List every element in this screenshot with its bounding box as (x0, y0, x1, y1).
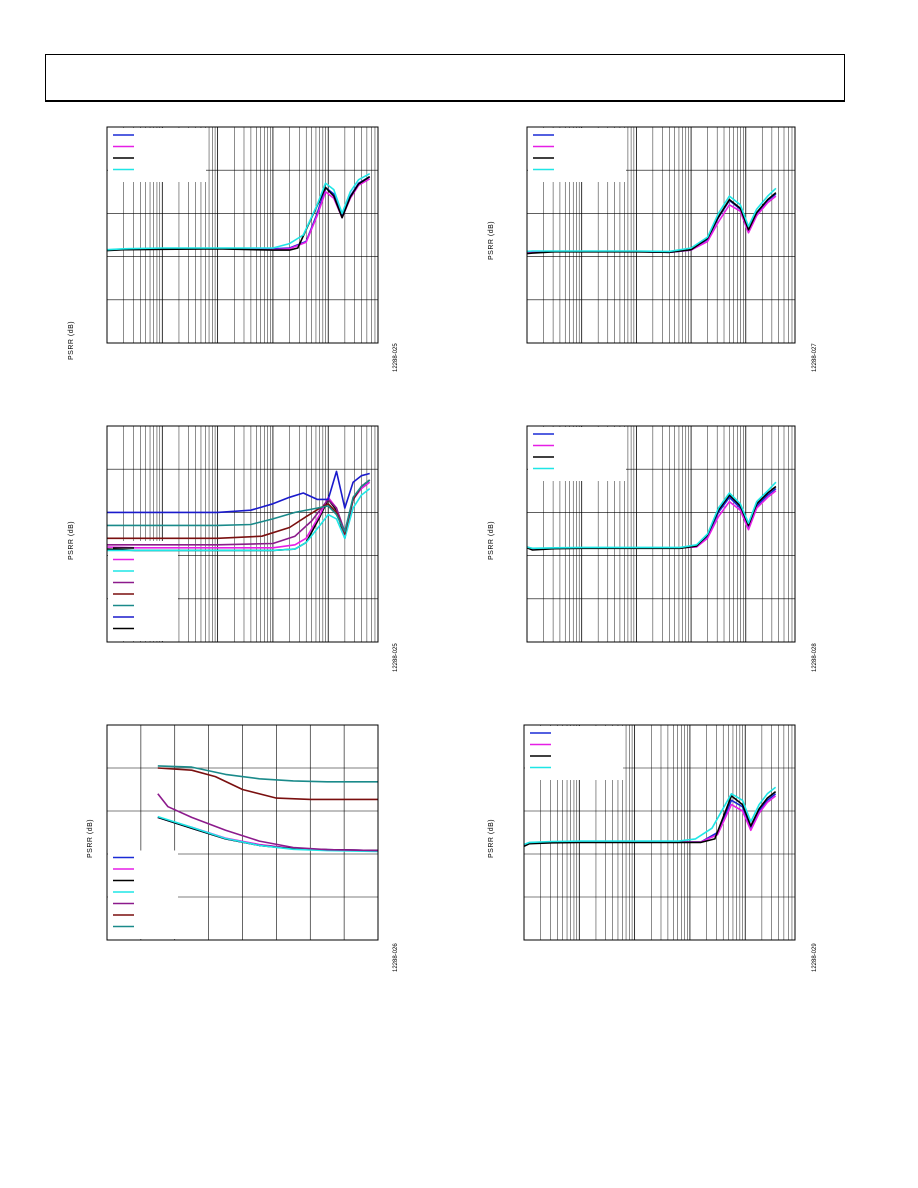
series-line-darkred (157, 767, 378, 801)
figure-id: 12288-025 (393, 343, 399, 372)
legend-box (108, 541, 178, 641)
plot-frame (526, 126, 796, 344)
chart-panel-bottom-right: PSRR (dB) 12288-029 (480, 720, 820, 980)
series-line-black (526, 485, 777, 551)
psrr-chart-3: PSRR (dB) 12288-025 (68, 425, 399, 672)
plot-area (106, 126, 379, 344)
series-line-cyan (526, 481, 777, 550)
plot-frame (526, 425, 796, 643)
chart-panel-middle-right: PSRR (dB) 12288-028 (480, 420, 820, 680)
legend-box (525, 726, 623, 780)
figure-id: 12288-028 (812, 643, 818, 672)
plot-area (106, 724, 379, 941)
figure-id: 12288-027 (812, 343, 818, 372)
figure-id: 12288-026 (393, 943, 399, 972)
legend-box (108, 128, 206, 182)
figure-id: 12288-029 (812, 943, 818, 972)
series-line-black (526, 192, 777, 255)
y-axis-label: PSRR (dB) (68, 321, 75, 360)
series-line-purple (157, 793, 379, 852)
plot-frame (106, 126, 379, 344)
page-header-box (45, 54, 845, 102)
psrr-chart-6: PSRR (dB) 12288-029 (488, 724, 818, 972)
plot-frame (106, 724, 379, 941)
plot-frame (523, 724, 796, 941)
chart-panel-middle-left: PSRR (dB) 12288-025 (60, 420, 400, 680)
series-line-cyan (106, 172, 371, 251)
series-line-teal (107, 479, 371, 533)
series-line-cyan (107, 487, 371, 552)
series-line-cyan (157, 815, 379, 853)
psrr-chart-4: PSRR (dB) 12288-028 (488, 425, 818, 672)
psrr-chart-5: PSRR (dB) 12288-026 (87, 724, 399, 972)
legend-box (528, 128, 626, 182)
y-axis-label: PSRR (dB) (68, 521, 75, 560)
plot-area (526, 126, 796, 344)
chart-panel-bottom-left: PSRR (dB) 12288-026 (60, 720, 400, 980)
series-line-teal (157, 765, 378, 783)
y-axis-label: PSRR (dB) (488, 819, 495, 858)
y-axis-label: PSRR (dB) (488, 521, 495, 560)
series-line-cyan (526, 187, 777, 253)
figure-id: 12288-025 (393, 643, 399, 672)
psrr-chart-1: PSRR (dB) 12288-025 (68, 126, 399, 372)
plot-frame (106, 425, 379, 643)
chart-panel-top-left: PSRR (dB) 12288-025 (60, 120, 400, 380)
series-line-blue (526, 487, 777, 550)
legend-box (108, 850, 178, 939)
chart-panel-top-right: PSRR (dB) 12288-027 (480, 120, 820, 380)
plot-area (526, 425, 796, 643)
psrr-chart-2: PSRR (dB) 12288-027 (488, 126, 818, 372)
plot-area (523, 724, 796, 941)
y-axis-label: PSRR (dB) (87, 819, 94, 858)
series-line-black (523, 790, 777, 848)
series-line-magenta (526, 195, 777, 254)
series-line-magenta (526, 490, 777, 550)
legend-box (528, 427, 626, 481)
plot-area (106, 425, 379, 643)
y-axis-label: PSRR (dB) (488, 221, 495, 260)
series-line-cyan (523, 786, 777, 846)
series-line-navy (107, 470, 370, 514)
series-line-magenta (106, 178, 371, 251)
